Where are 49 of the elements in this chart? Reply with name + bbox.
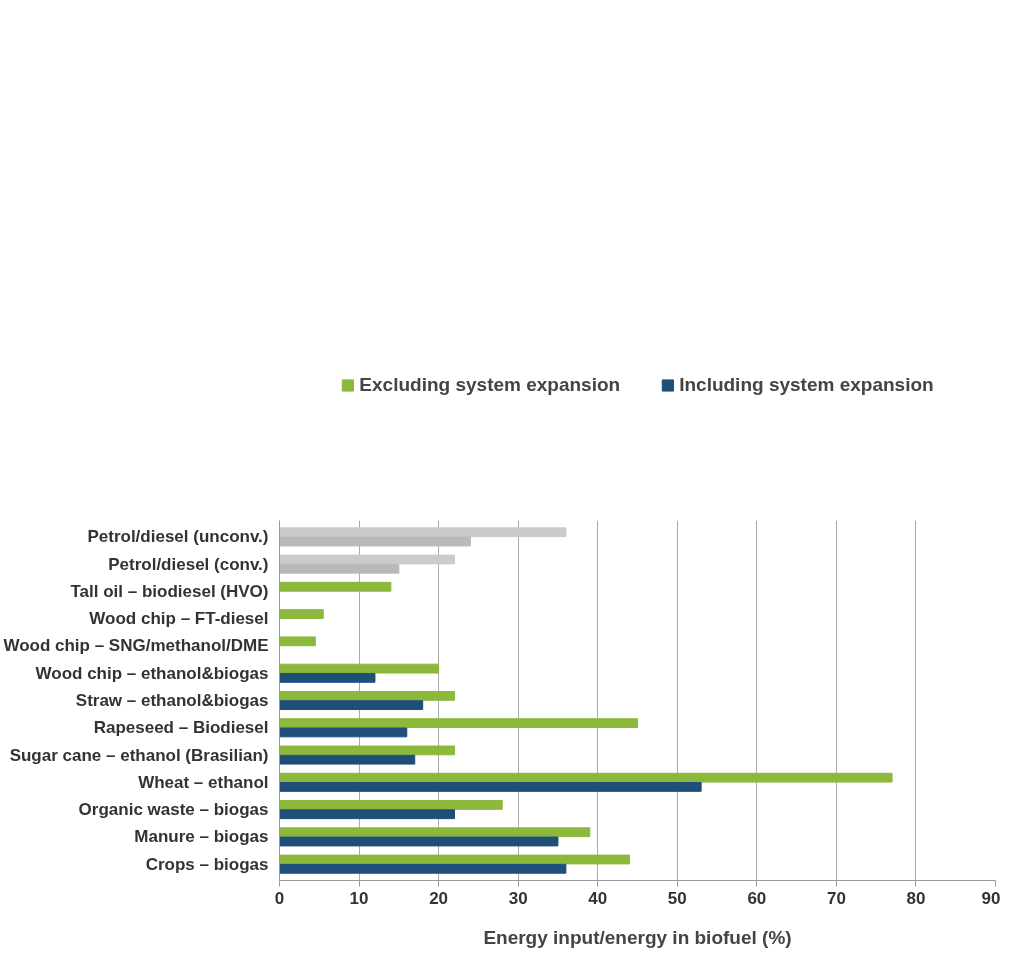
bar [279,609,324,619]
x-tick-label: 70 [826,888,846,908]
bar [279,754,416,765]
bar [279,536,471,547]
y-tick-label: Wood chip – FT-diesel [89,609,269,629]
bar [279,727,408,738]
bar [279,800,503,810]
bar [279,527,567,538]
x-tick-label: 80 [906,888,926,908]
x-tick-label: 0 [274,888,285,908]
x-tick-label: 40 [588,888,608,908]
bar [279,581,392,592]
bar [279,690,456,701]
y-tick-label: Tall oil – biodiesel (HVO) [70,581,269,601]
legend-label: Excluding system expansion [359,373,621,396]
bar [279,782,702,792]
y-tick-label: Straw – ethanol&biogas [75,691,269,710]
bar [279,663,440,674]
y-tick-label: Wood chip – ethanol&biogas [35,663,269,683]
y-tick-label: Wheat – ethanol [138,772,269,792]
bar [279,827,591,838]
bar [279,563,400,574]
bar [279,809,456,820]
x-tick-label: 50 [667,888,687,908]
y-tick-label: Wood chip – SNG/methanol/DME [3,636,269,656]
bar [279,718,638,729]
y-tick-label: Petrol/diesel (unconv.) [87,527,269,547]
bar [279,772,893,783]
y-tick-label: Manure – biogas [134,827,269,847]
x-tick-label: 30 [508,888,528,908]
bar [279,836,559,847]
y-tick-label: Petrol/diesel (conv.) [108,554,269,574]
bar [279,854,631,865]
x-tick-label: 60 [747,888,767,908]
legend-label: Including system expansion [679,373,934,396]
x-tick-label: 90 [981,888,1001,908]
y-tick-label: Organic waste – biogas [78,800,269,820]
bar [279,636,316,647]
y-tick-label: Crops – biogas [145,854,269,874]
bar [279,672,376,683]
bar [279,554,456,565]
y-tick-label: Sugar cane – ethanol (Brasilian) [9,745,269,765]
y-tick-label: Rapeseed – Biodiesel [93,718,269,738]
x-tick-label: 10 [349,888,369,908]
x-axis-title: Energy input/energy in biofuel (%) [483,926,792,948]
bar [279,745,456,756]
bar [279,700,424,711]
bar [279,863,567,874]
x-tick-label: 20 [429,888,449,908]
